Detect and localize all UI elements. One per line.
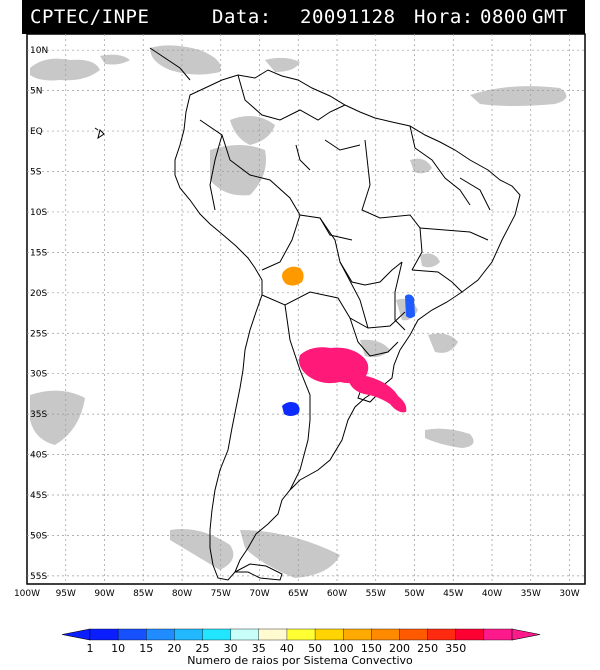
- lat-lon-grid: [27, 34, 585, 584]
- hour-label: Hora:: [414, 6, 474, 28]
- colorbar-label: 10: [111, 642, 125, 655]
- colorbar-label: 25: [196, 642, 210, 655]
- convective-systems: [282, 266, 415, 416]
- lon-label: 30W: [559, 589, 579, 599]
- colorbar-swatch: [399, 628, 429, 641]
- longitude-labels: 100W 95W 90W 85W 80W 75W 70W 65W 60W 55W 50W 45W 40W…: [14, 589, 580, 599]
- map-frame: [26, 33, 586, 585]
- colorbar-swatch: [202, 628, 232, 641]
- lat-label: 5S: [30, 168, 42, 178]
- colorbar-title: Numero de raios por Sistema Convectivo: [187, 654, 413, 667]
- cloud-cover: [30, 45, 567, 578]
- lat-label: 45S: [30, 491, 47, 501]
- colorbar-label: 30: [224, 642, 238, 655]
- lon-label: 70W: [249, 589, 269, 599]
- lon-label: 60W: [327, 589, 347, 599]
- hour-value: 0800: [480, 6, 528, 28]
- lon-label: 80W: [172, 589, 192, 599]
- colorbar-label: 50: [308, 642, 322, 655]
- colorbar-label: 350: [445, 642, 466, 655]
- colorbar-swatch: [174, 628, 204, 641]
- lon-label: 85W: [133, 589, 153, 599]
- colorbar-label: 35: [252, 642, 266, 655]
- colorbar-swatch: [343, 628, 373, 641]
- lat-label: 30S: [30, 370, 47, 380]
- header-bar: CPTEC/INPE Data: 20091128 Hora: 0800 GMT: [22, 0, 585, 34]
- lon-label: 90W: [94, 589, 114, 599]
- colorbar-swatch: [146, 628, 176, 641]
- colorbar-swatch: [286, 628, 316, 641]
- colorbar-label: 20: [167, 642, 181, 655]
- colorbar-label: 1: [87, 642, 94, 655]
- lat-label: 55S: [30, 572, 47, 582]
- lon-label: 100W: [14, 589, 40, 599]
- colorbar-label: 150: [361, 642, 382, 655]
- lon-label: 65W: [288, 589, 308, 599]
- colorbar-label: 15: [139, 642, 153, 655]
- colorbar-swatch: [371, 628, 401, 641]
- colorbar-swatch: [483, 628, 513, 641]
- lon-label: 45W: [443, 589, 463, 599]
- lon-label: 55W: [366, 589, 386, 599]
- colorbar-swatch: [89, 628, 119, 641]
- colorbar-label: 250: [417, 642, 438, 655]
- colorbar-left-arrow: [61, 628, 91, 641]
- lat-label: 50S: [30, 531, 47, 541]
- colorbar-swatch: [117, 628, 147, 641]
- colorbar-label: 100: [333, 642, 354, 655]
- system-argentina-north: [299, 347, 369, 384]
- latitude-labels: 10N 5N EQ 5S 10S 15S 20S 25S 30S 35S 40S 45S 50S 55S: [30, 46, 48, 582]
- colorbar-label: 200: [389, 642, 410, 655]
- lon-label: 40W: [482, 589, 502, 599]
- colorbar-right-arrow: [511, 628, 541, 641]
- colorbar-swatch: [314, 628, 344, 641]
- system-uruguay: [348, 375, 407, 413]
- date-label: Data:: [212, 6, 272, 28]
- system-sao-paulo: [405, 294, 415, 318]
- lon-label: 95W: [56, 589, 76, 599]
- lat-label: 10S: [30, 208, 47, 218]
- colorbar: 1 10 15 20 25 30 35 40 50 100 150 200 250 350: [61, 628, 541, 655]
- lon-label: 75W: [211, 589, 231, 599]
- colorbar-swatch: [427, 628, 457, 641]
- lat-label: 40S: [30, 451, 47, 461]
- colorbar-label: 40: [280, 642, 294, 655]
- lat-label: 10N: [30, 46, 48, 56]
- system-bolivia: [282, 266, 304, 286]
- lat-label: 5N: [30, 87, 42, 97]
- lon-label: 35W: [521, 589, 541, 599]
- lon-label: 50W: [404, 589, 424, 599]
- source-label: CPTEC/INPE: [30, 6, 150, 28]
- lat-label: EQ: [30, 127, 43, 137]
- date-value: 20091128: [300, 6, 396, 28]
- colorbar-swatch: [258, 628, 288, 641]
- colorbar-swatch: [230, 628, 260, 641]
- colorbar-swatch: [455, 628, 485, 641]
- lat-label: 20S: [30, 289, 47, 299]
- lat-label: 35S: [30, 410, 47, 420]
- lat-label: 15S: [30, 248, 47, 258]
- lat-label: 25S: [30, 329, 47, 339]
- system-argentina-south: [282, 402, 300, 416]
- timezone-label: GMT: [532, 6, 568, 28]
- coastline-borders: [94, 47, 521, 581]
